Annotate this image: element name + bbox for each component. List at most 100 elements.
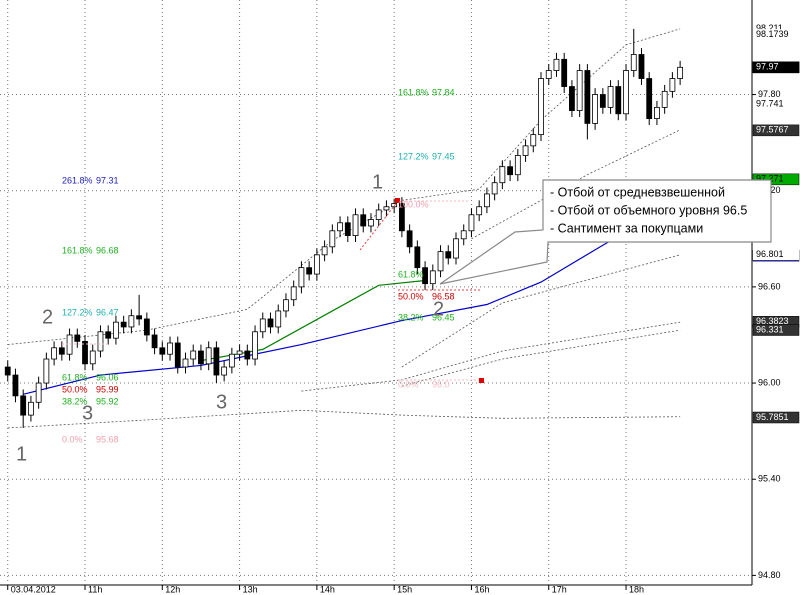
indicator-line (301, 321, 681, 392)
price-tag-label: 95.7851 (756, 412, 789, 422)
fib-price: 95.92 (96, 396, 119, 406)
wave-label: 2 (433, 298, 444, 320)
price-tag-label: 97.271 (756, 174, 784, 184)
candle-body (422, 267, 428, 285)
candle-body (398, 203, 405, 232)
y-tick-label: 96.00 (758, 377, 781, 387)
candle-body (306, 267, 313, 275)
candle-body (630, 54, 637, 71)
candle-body (375, 209, 382, 220)
candle-body (66, 334, 73, 355)
candle-body (654, 106, 660, 120)
candle-body (298, 267, 305, 288)
candle-body (105, 331, 112, 339)
candle-body (58, 347, 65, 355)
candle-body (360, 214, 367, 227)
indicator-line (7, 409, 681, 429)
fib-price: 96.58 (432, 291, 455, 301)
candle-body (615, 86, 622, 115)
x-tick-label: 14h (320, 584, 335, 594)
indicator-line (401, 329, 681, 387)
fib-level: 100.0% (398, 199, 429, 209)
price-tag-label: 97.5767 (756, 125, 789, 135)
x-tick-label: 11h (88, 584, 102, 594)
fib-level: 161.8% (398, 87, 429, 97)
price-tag-label: 97.741 (756, 98, 784, 108)
fib-price: 97.31 (96, 175, 119, 185)
candle-body (538, 78, 544, 136)
candle-body (352, 214, 359, 237)
candle-body (283, 299, 289, 312)
candle-body (661, 90, 668, 108)
candle-body (89, 350, 96, 365)
candle-body (553, 58, 560, 71)
x-tick-label: 15h (397, 584, 412, 594)
wave-label: 1 (372, 171, 383, 193)
candle-body (51, 347, 58, 360)
candle-body (182, 358, 189, 368)
candle-body (522, 145, 529, 156)
candle-body (669, 78, 676, 92)
candle-body (252, 331, 258, 360)
candle-body (290, 286, 297, 301)
candle-body (530, 134, 537, 147)
candle-body (576, 70, 583, 111)
fib-level: 0.0% (62, 434, 83, 444)
price-tag-label: 97.97 (756, 62, 779, 72)
price-tag-label: 96.331 (756, 324, 784, 334)
x-tick-label: 17h (552, 584, 567, 594)
candle-body (259, 318, 266, 333)
fib-price: 96.47 (96, 307, 119, 317)
fib-level: 50.0% (398, 291, 424, 301)
candle-body (414, 246, 421, 269)
candle-body (383, 206, 390, 211)
price-tag-box (752, 411, 800, 424)
price-tag-label: 98.1739 (756, 29, 789, 39)
fib-price: 96.0 (432, 379, 450, 389)
fib-price: 95.99 (96, 384, 119, 394)
candle-body (97, 331, 104, 352)
fib-level: 0.0% (398, 379, 419, 389)
candle-body (12, 374, 19, 397)
fib-level: 127.2% (62, 307, 93, 317)
candle-body (275, 310, 282, 328)
candle-body (190, 350, 197, 360)
y-tick-label: 94.80 (758, 570, 781, 580)
candle-body (491, 182, 498, 195)
candle-body (507, 166, 513, 176)
price-tag-box (752, 124, 800, 137)
indicator-line (471, 129, 681, 240)
price-tag-label: 98.211 (756, 23, 783, 33)
fib-level: 50.0% (62, 384, 88, 394)
candle-body (321, 246, 328, 256)
candle-body (198, 350, 204, 365)
candle-body (213, 347, 220, 376)
candle-body (460, 230, 467, 240)
candle-body (646, 78, 653, 120)
candle-body (143, 318, 150, 336)
price-tag-box (752, 324, 800, 336)
indicator-line (401, 254, 681, 368)
callout: - Отбой от средневзвешенной - Отбой от о… (439, 179, 772, 285)
fib-level: 38.2% (62, 396, 88, 406)
candle-body (236, 350, 243, 355)
candle-body (244, 350, 251, 360)
x-tick-label: 16h (474, 584, 489, 594)
x-tick-label: 12h (165, 584, 180, 594)
y-tick-label: 96.60 (758, 281, 781, 291)
candle-body (136, 315, 143, 320)
callout-box (439, 179, 772, 285)
price-tags: 94.8095.4096.0096.6097.2097.8098.21198.1… (752, 23, 800, 580)
candle-body (514, 155, 521, 176)
y-tick-label: 97.80 (758, 89, 781, 99)
candle-body (561, 58, 568, 87)
candle-body (484, 193, 490, 208)
candle-body (329, 230, 336, 248)
candle-body (120, 321, 127, 328)
wave-label: 1 (16, 443, 27, 465)
candle-body (545, 70, 552, 79)
candle-body (476, 206, 483, 216)
fib-level: 61.8% (62, 372, 88, 382)
